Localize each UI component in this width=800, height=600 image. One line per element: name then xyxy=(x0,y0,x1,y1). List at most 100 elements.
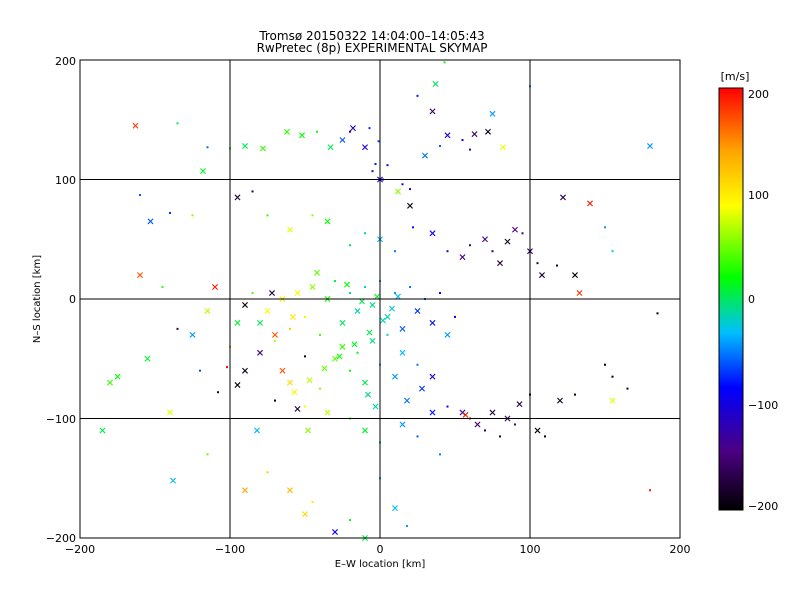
data-point-cross xyxy=(287,226,293,233)
chart-title: Tromsø 20150322 14:04:00–14:05:43 xyxy=(258,29,484,43)
data-point-cross xyxy=(287,379,293,386)
data-point-dot xyxy=(316,130,318,133)
data-point-cross xyxy=(269,290,275,297)
data-point-cross xyxy=(327,144,334,151)
data-point-cross xyxy=(459,254,466,261)
data-point-dot xyxy=(439,145,441,148)
data-point-dot xyxy=(536,262,539,265)
data-point-dot xyxy=(311,214,314,217)
data-point-dot xyxy=(304,405,306,408)
data-point-cross xyxy=(572,272,578,279)
data-point-cross xyxy=(392,373,398,380)
data-point-cross xyxy=(170,477,176,484)
data-point-cross xyxy=(362,144,368,151)
y-axis-label: N–S location [km] xyxy=(32,255,43,343)
data-point-cross xyxy=(279,367,286,374)
data-point-cross xyxy=(306,377,313,384)
y-axis-ticks: −200 −100 0 100 200 xyxy=(46,55,76,545)
data-point-cross xyxy=(609,397,616,404)
data-point-dot xyxy=(176,327,179,330)
data-point-cross xyxy=(395,293,401,300)
data-point-cross xyxy=(489,110,496,117)
data-point-cross xyxy=(462,411,469,418)
data-point-dot xyxy=(386,333,389,336)
data-point-cross xyxy=(114,373,121,380)
data-point-dot xyxy=(368,127,371,130)
data-point-dot xyxy=(349,292,351,295)
data-point-cross xyxy=(234,382,241,389)
grid-lines xyxy=(80,60,680,538)
data-point-dot xyxy=(406,525,408,528)
data-point-dot xyxy=(446,250,449,253)
data-point-cross xyxy=(332,529,338,536)
data-point-cross xyxy=(189,331,196,338)
data-point-cross xyxy=(204,307,211,314)
data-point-dot xyxy=(499,435,501,438)
data-point-cross xyxy=(242,143,248,150)
data-point-cross xyxy=(294,405,301,412)
data-point-cross xyxy=(257,319,263,326)
data-point-cross xyxy=(354,307,361,314)
data-point-cross xyxy=(302,511,308,518)
data-point-dot xyxy=(656,312,659,315)
data-point-dot xyxy=(226,366,228,369)
data-point-cross xyxy=(485,128,491,135)
colorbar-tick-label: 100 xyxy=(748,189,769,202)
data-point-cross xyxy=(324,218,331,225)
data-point-cross xyxy=(167,409,173,416)
data-point-cross xyxy=(272,331,278,338)
data-point-dot xyxy=(611,250,614,253)
data-point-dot xyxy=(206,146,209,149)
data-point-cross xyxy=(200,168,206,175)
data-point-dot xyxy=(604,226,606,229)
data-point-dot xyxy=(454,315,456,318)
data-point-cross xyxy=(560,194,566,201)
data-point-cross xyxy=(482,236,488,243)
data-point-cross xyxy=(362,379,368,386)
data-point-cross xyxy=(374,293,380,300)
y-tick-label: −200 xyxy=(46,532,76,545)
y-tick-label: 200 xyxy=(55,55,76,68)
data-point-cross xyxy=(299,132,305,139)
data-point-cross xyxy=(359,298,365,305)
data-point-dot xyxy=(416,435,419,438)
data-point-cross xyxy=(107,379,113,386)
data-point-cross xyxy=(372,403,379,410)
data-point-cross xyxy=(404,397,410,404)
data-point-dot xyxy=(266,471,269,474)
colorbar-tick-label: 0 xyxy=(748,293,755,306)
data-point-dot xyxy=(401,183,404,186)
data-point-cross xyxy=(264,307,271,314)
data-point-cross xyxy=(395,188,401,195)
data-point-dot xyxy=(311,501,314,504)
data-point-dot xyxy=(439,292,441,295)
data-point-dot xyxy=(266,214,269,217)
data-point-cross xyxy=(380,317,386,324)
data-point-cross xyxy=(474,421,481,428)
data-point-cross xyxy=(284,128,290,135)
data-point-cross xyxy=(576,290,583,297)
data-point-cross xyxy=(350,125,356,132)
data-point-dot xyxy=(251,292,254,295)
data-point-cross xyxy=(294,290,301,297)
data-point-cross xyxy=(429,373,436,380)
data-point-cross xyxy=(336,353,343,360)
data-point-cross xyxy=(429,409,436,416)
data-point-dot xyxy=(611,375,614,378)
data-point-dot xyxy=(349,244,351,247)
data-point-dot xyxy=(217,391,219,394)
data-point-dot xyxy=(304,355,306,358)
data-point-dot xyxy=(604,363,606,366)
data-point-cross xyxy=(429,230,436,237)
data-point-cross xyxy=(432,80,439,87)
data-point-cross xyxy=(557,397,563,404)
data-point-cross xyxy=(339,343,346,350)
data-point-dot xyxy=(461,139,464,142)
data-point-dot xyxy=(349,519,351,522)
data-point-cross xyxy=(512,226,518,233)
data-point-dot xyxy=(412,226,414,229)
data-point-dot xyxy=(161,286,164,289)
data-point-cross xyxy=(399,421,406,428)
data-point-cross xyxy=(500,144,506,151)
